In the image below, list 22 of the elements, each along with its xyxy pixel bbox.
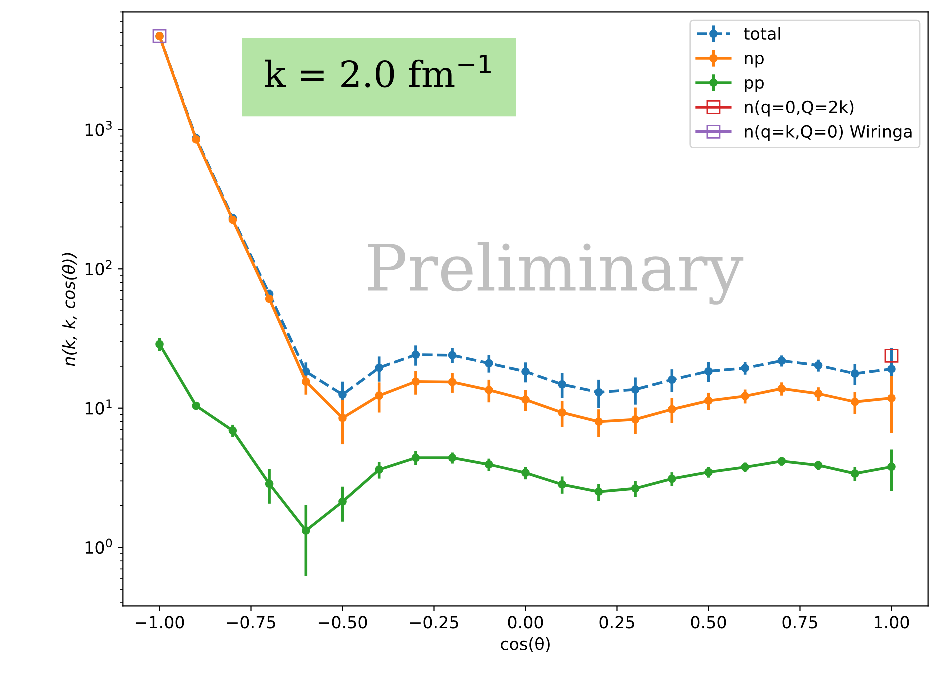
legend-label: total (744, 27, 780, 40)
y-tick-label: 10$^{3}$ (86, 121, 112, 136)
x-tick-label: −0.75 (227, 616, 276, 629)
x-axis-title: cos(θ) (501, 637, 550, 652)
y-tick-label: 10$^{0}$ (86, 538, 112, 554)
y-tick-label: 10$^{2}$ (86, 260, 112, 276)
y-tick-label: 10$^{1}$ (86, 400, 112, 415)
legend-label: pp (745, 79, 764, 92)
annotation: k = 2.0 fm$^{−1}$ (265, 55, 491, 88)
x-tick-label: 0.50 (691, 616, 726, 629)
legend-label: n(q=0,Q=2k) (745, 100, 854, 117)
x-tick-label: 0.25 (600, 616, 634, 629)
x-tick-label: 1.00 (875, 616, 910, 629)
x-tick-label: −0.50 (318, 616, 368, 629)
y-axis-title: n(k, k, cos(θ)) (62, 253, 78, 366)
legend-label: n(q=k,Q=0) Wiringa (745, 125, 912, 142)
legend-label: np (745, 55, 764, 68)
x-tick-label: −0.25 (410, 616, 458, 629)
x-tick-label: −1.00 (136, 616, 184, 629)
x-tick-label: 0.00 (508, 616, 544, 629)
annotation: Preliminary (368, 242, 744, 305)
x-tick-label: 0.75 (782, 616, 818, 629)
